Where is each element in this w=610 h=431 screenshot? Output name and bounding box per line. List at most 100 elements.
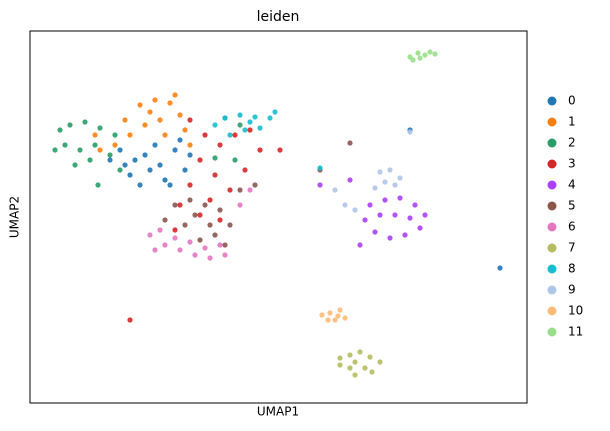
- point: [92, 132, 98, 138]
- y-axis-label: UMAP2: [8, 196, 22, 238]
- legend-label: 10: [568, 304, 583, 318]
- point: [397, 175, 403, 181]
- plot-frame: [29, 30, 528, 404]
- point: [222, 242, 228, 248]
- point: [172, 92, 178, 98]
- point: [187, 117, 193, 123]
- point: [187, 182, 193, 188]
- point: [217, 207, 223, 213]
- point: [157, 162, 163, 168]
- point: [319, 312, 325, 318]
- point: [392, 212, 398, 218]
- point: [57, 127, 63, 133]
- point: [127, 317, 133, 323]
- point: [72, 162, 78, 168]
- point: [117, 147, 123, 153]
- point: [392, 182, 398, 188]
- point: [132, 157, 138, 163]
- point: [112, 142, 118, 148]
- point: [172, 147, 178, 153]
- point: [332, 187, 338, 193]
- point: [157, 227, 163, 233]
- point: [367, 202, 373, 208]
- point: [337, 355, 343, 361]
- point: [432, 51, 438, 57]
- legend-label: 5: [568, 199, 576, 213]
- point: [317, 165, 323, 171]
- x-axis-label: UMAP1: [257, 405, 299, 419]
- point: [172, 235, 178, 241]
- point: [242, 167, 248, 173]
- legend-label: 8: [568, 262, 576, 276]
- legend-label: 4: [568, 178, 576, 192]
- point: [152, 247, 158, 253]
- point: [337, 362, 343, 368]
- point: [402, 232, 408, 238]
- point: [107, 152, 113, 158]
- point: [217, 242, 223, 248]
- legend-marker: [547, 201, 557, 211]
- point: [182, 222, 188, 228]
- point: [252, 182, 258, 188]
- point: [92, 142, 98, 148]
- point: [407, 129, 413, 135]
- point: [357, 242, 363, 248]
- point: [162, 242, 168, 248]
- point: [257, 147, 263, 153]
- point: [157, 117, 163, 123]
- point: [142, 122, 148, 128]
- point: [152, 97, 158, 103]
- point: [77, 147, 83, 153]
- point: [87, 157, 93, 163]
- point: [117, 167, 123, 173]
- point: [197, 212, 203, 218]
- point: [325, 317, 331, 323]
- point: [412, 202, 418, 208]
- point: [202, 245, 208, 251]
- point: [272, 109, 278, 115]
- point: [247, 119, 253, 125]
- point: [237, 112, 243, 118]
- legend-marker: [547, 285, 557, 295]
- legend-marker: [547, 138, 557, 148]
- legend-label: 7: [568, 241, 576, 255]
- point: [317, 182, 323, 188]
- point: [212, 232, 218, 238]
- point: [207, 222, 213, 228]
- point: [177, 112, 183, 118]
- point: [347, 177, 353, 183]
- legend-marker: [547, 327, 557, 337]
- point: [247, 127, 253, 133]
- legend-marker: [547, 159, 557, 169]
- point: [397, 195, 403, 201]
- point: [192, 252, 198, 258]
- point: [112, 132, 118, 138]
- point: [337, 307, 343, 313]
- point: [182, 167, 188, 173]
- point: [202, 132, 208, 138]
- point: [187, 152, 193, 158]
- legend-marker: [547, 96, 557, 106]
- point: [357, 349, 363, 355]
- point: [232, 132, 238, 138]
- legend-marker: [547, 180, 557, 190]
- point: [177, 137, 183, 143]
- legend-label: 11: [568, 325, 583, 339]
- point: [192, 212, 198, 218]
- point: [237, 202, 243, 208]
- point: [247, 187, 253, 193]
- point: [387, 167, 393, 173]
- legend-marker: [547, 243, 557, 253]
- point: [427, 49, 433, 55]
- point: [197, 157, 203, 163]
- point: [342, 202, 348, 208]
- point: [147, 232, 153, 238]
- legend-label: 6: [568, 220, 576, 234]
- point: [327, 310, 333, 316]
- point: [257, 125, 263, 131]
- point: [417, 55, 423, 61]
- point: [422, 212, 428, 218]
- legend: 0 1 2 3 4 5 6 7 8 9 10 11: [547, 94, 583, 339]
- point: [382, 179, 388, 185]
